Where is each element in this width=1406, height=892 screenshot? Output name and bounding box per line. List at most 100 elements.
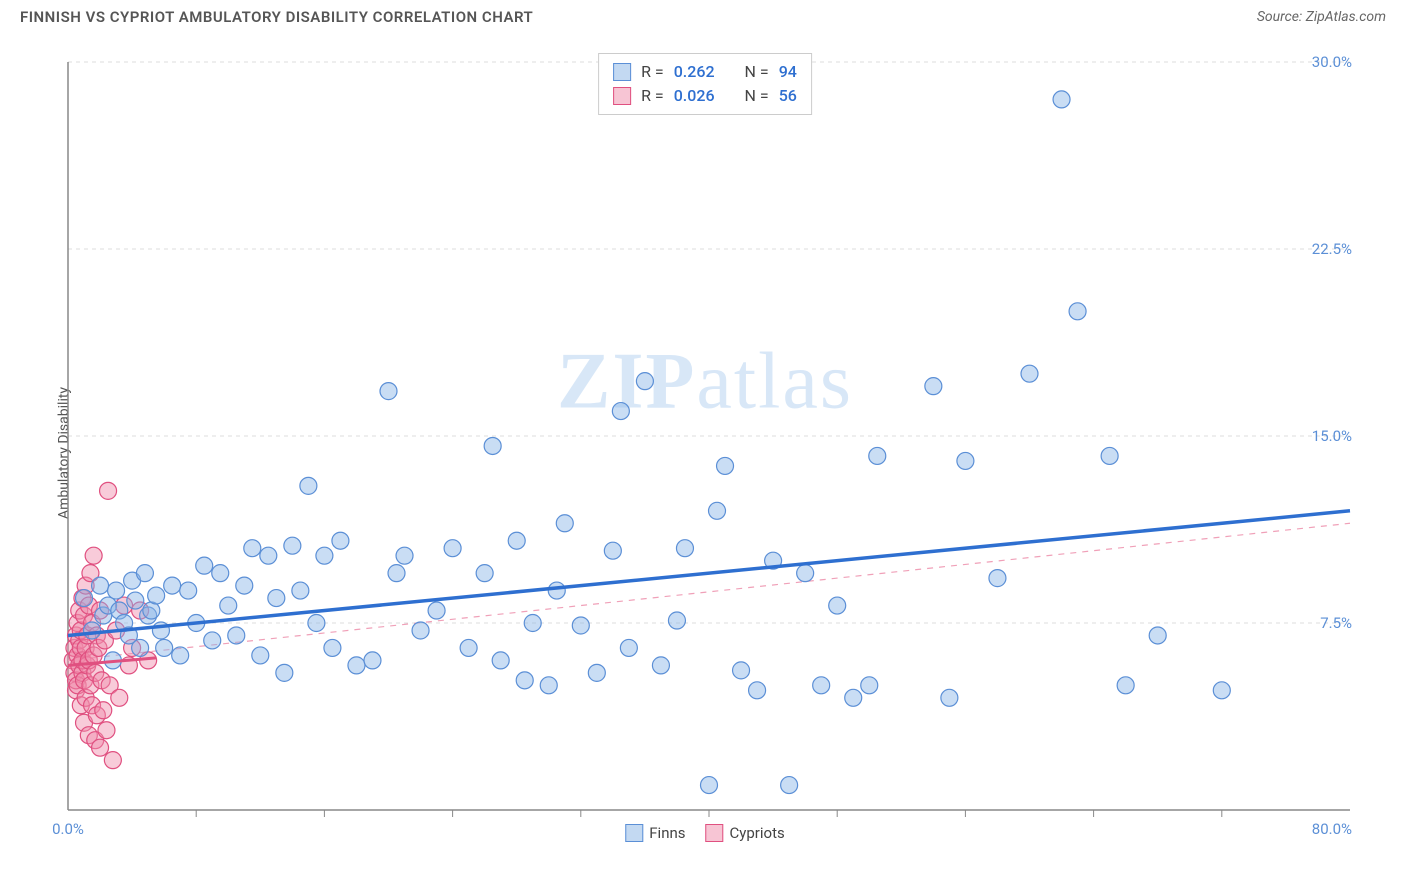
data-point-cypriot [92,739,109,756]
data-point-finn [84,622,101,639]
y-tick-label: 7.5% [1320,614,1352,632]
legend-swatch-cyp [613,87,631,105]
data-point-finn [300,477,317,494]
data-point-finn [957,452,974,469]
data-point-finn [308,615,325,632]
data-point-finn [516,672,533,689]
data-point-cypriot [100,482,117,499]
data-point-finn [604,542,621,559]
data-point-finn [676,540,693,557]
data-point-finn [1101,447,1118,464]
data-point-finn [845,689,862,706]
data-point-finn [556,515,573,532]
data-point-finn [1053,91,1070,108]
data-point-cypriot [95,702,112,719]
data-point-finn [236,577,253,594]
data-point-finn [548,582,565,599]
data-point-finn [332,532,349,549]
data-point-finn [1069,303,1086,320]
data-point-finn [284,537,301,554]
data-point-finn [252,647,269,664]
data-point-finn [268,590,285,607]
stats-row: R =0.026N =56 [613,84,797,108]
data-point-finn [388,565,405,582]
chart-area: Ambulatory Disability ZIPatlas R =0.262N… [50,50,1360,840]
stats-row: R =0.262N =94 [613,60,797,84]
data-point-finn [108,582,125,599]
legend-swatch-finn [625,824,643,842]
data-point-finn [925,378,942,395]
data-point-finn [1021,365,1038,382]
data-point-finn [220,597,237,614]
source-attribution: Source: ZipAtlas.com [1257,9,1386,25]
legend-item-finn: Finns [625,824,685,842]
data-point-finn [861,677,878,694]
data-point-finn [749,682,766,699]
data-point-finn [941,689,958,706]
data-point-finn [396,547,413,564]
data-point-finn [364,652,381,669]
data-point-finn [348,657,365,674]
data-point-finn [92,577,109,594]
chart-title: FINNISH VS CYPRIOT AMBULATORY DISABILITY… [20,8,533,26]
data-point-finn [76,590,93,607]
data-point-finn [869,447,886,464]
data-point-finn [508,532,525,549]
data-point-finn [668,612,685,629]
data-point-finn [620,639,637,656]
data-point-finn [1213,682,1230,699]
data-point-finn [276,664,293,681]
data-point-finn [572,617,589,634]
x-origin-label: 0.0% [52,820,84,838]
legend-swatch-cyp [706,824,724,842]
data-point-finn [476,565,493,582]
data-point-finn [380,383,397,400]
data-point-finn [460,639,477,656]
data-point-finn [1117,677,1134,694]
data-point-finn [829,597,846,614]
data-point-finn [701,777,718,794]
series-legend: Finns Cypriots [625,824,784,842]
data-point-finn [492,652,509,669]
y-tick-label: 15.0% [1312,427,1352,445]
data-point-finn [164,577,181,594]
data-point-finn [196,557,213,574]
x-max-label: 80.0% [1312,820,1352,838]
legend-swatch-finn [613,63,631,81]
data-point-finn [148,587,165,604]
scatter-plot [50,50,1360,840]
chart-header: FINNISH VS CYPRIOT AMBULATORY DISABILITY… [0,0,1406,30]
data-point-finn [180,582,197,599]
data-point-finn [717,457,734,474]
data-point-finn [1149,627,1166,644]
y-tick-label: 22.5% [1312,240,1352,258]
data-point-finn [172,647,189,664]
data-point-finn [813,677,830,694]
data-point-finn [324,639,341,656]
data-point-finn [212,565,229,582]
data-point-finn [292,582,309,599]
data-point-finn [989,570,1006,587]
data-point-cypriot [111,689,128,706]
data-point-finn [612,403,629,420]
data-point-finn [709,502,726,519]
data-point-finn [132,639,149,656]
data-point-finn [204,632,221,649]
stats-legend-box: R =0.262N =94R =0.026N =56 [598,53,812,115]
data-point-finn [588,664,605,681]
data-point-cypriot [104,752,121,769]
data-point-finn [733,662,750,679]
data-point-finn [228,627,245,644]
data-point-finn [781,777,798,794]
data-point-finn [127,592,144,609]
data-point-finn [524,615,541,632]
legend-item-cyp: Cypriots [706,824,785,842]
data-point-finn [412,622,429,639]
data-point-finn [444,540,461,557]
y-tick-label: 30.0% [1312,53,1352,71]
data-point-finn [156,639,173,656]
data-point-finn [652,657,669,674]
data-point-cypriot [98,722,115,739]
data-point-finn [428,602,445,619]
data-point-cypriot [85,547,102,564]
